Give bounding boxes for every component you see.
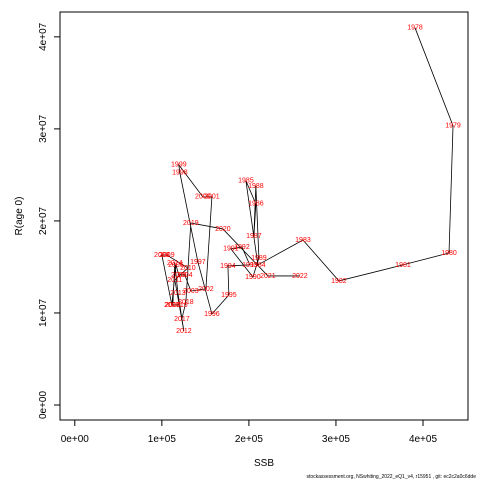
year-label: 2011: [167, 277, 182, 284]
y-tick-label: 2e+07: [38, 206, 49, 235]
footer: stockassessment.org, NSwhiting_2022_eQ1_…: [306, 474, 476, 480]
year-label: 1999: [171, 162, 187, 169]
year-label: 1998: [172, 170, 188, 177]
year-label: 1996: [204, 311, 220, 318]
year-label: 2020: [215, 226, 231, 233]
year-label: 1991: [223, 246, 239, 253]
plot-frame: [59, 11, 469, 421]
x-axis-label: SSB: [254, 458, 274, 469]
year-label: 1984: [250, 262, 266, 269]
year-label: 2019: [183, 220, 199, 227]
y-tick-label: 0e+00: [38, 391, 49, 420]
x-tick-label: 2e+05: [235, 434, 264, 445]
year-label: 1978: [407, 25, 423, 32]
year-label: 2006: [168, 262, 184, 269]
sr-line: [161, 27, 454, 332]
year-label: 1982: [331, 278, 347, 285]
year-label: 1989: [251, 255, 267, 262]
year-label: 1986: [248, 201, 264, 208]
year-label: 2016: [172, 302, 188, 309]
year-label: 2001: [204, 194, 220, 201]
year-label: 1979: [445, 123, 461, 130]
year-label: 2013: [170, 290, 186, 297]
year-label: 2012: [176, 328, 192, 335]
year-label: 2022: [292, 273, 308, 280]
year-label: 1985: [238, 178, 254, 185]
year-label: 1997: [190, 259, 206, 266]
x-tick-label: 3e+05: [322, 434, 351, 445]
year-label: 2002: [198, 286, 214, 293]
y-tick-label: 3e+07: [38, 114, 49, 143]
year-label: 2018: [178, 299, 194, 306]
year-label: 2003: [183, 288, 199, 295]
x-tick-label: 4e+05: [409, 434, 438, 445]
y-tick-label: 1e+07: [38, 298, 49, 327]
year-label: 2017: [174, 316, 190, 323]
year-label: 2008: [154, 252, 170, 259]
year-label: 1994: [220, 263, 236, 270]
year-label: 2014: [167, 260, 183, 267]
year-label: 2009: [159, 252, 175, 259]
year-label: 1983: [295, 237, 311, 244]
y-tick-label: 4e+07: [38, 22, 49, 51]
year-label: 2015: [165, 302, 181, 309]
year-label: 2000: [195, 194, 211, 201]
y-axis-label: R(age 0): [14, 197, 25, 236]
year-label: 2007: [164, 302, 180, 309]
x-tick-label: 1e+05: [148, 434, 177, 445]
year-label: 2005: [171, 272, 187, 279]
x-tick-label: 0e+00: [61, 434, 90, 445]
year-label: 2021: [260, 273, 276, 280]
year-label: 1995: [221, 292, 237, 299]
year-label: 1987: [246, 233, 262, 240]
year-label: 1980: [441, 250, 457, 257]
year-label: 2010: [180, 265, 196, 272]
year-label: 1993: [242, 262, 258, 269]
year-label: 1992: [234, 244, 250, 251]
year-label: 1988: [248, 183, 264, 190]
year-label: 2004: [177, 272, 193, 279]
year-label: 1990: [245, 274, 261, 281]
year-label: 1981: [395, 262, 411, 269]
